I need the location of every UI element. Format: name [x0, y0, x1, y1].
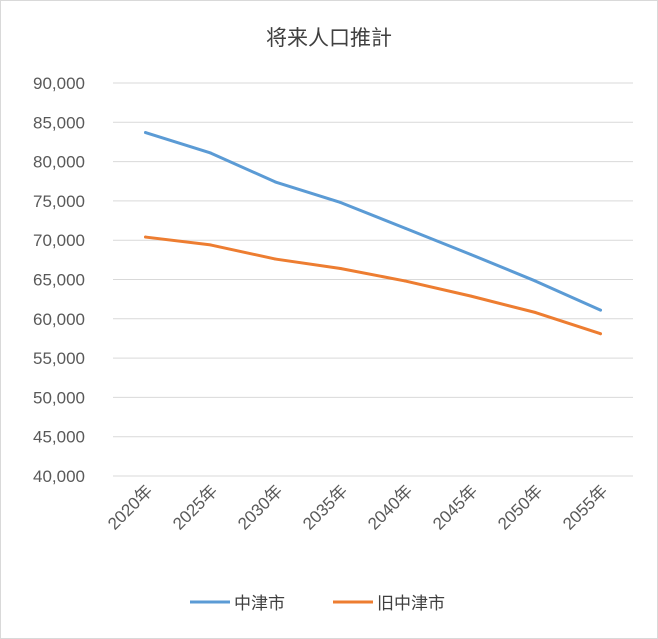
data-point [274, 180, 277, 184]
y-tick-label: 40,000 [33, 467, 85, 486]
data-point [404, 279, 407, 283]
y-axis-ticks: 40,000 45,000 50,000 55,000 60,000 65,000 70,0… [33, 74, 85, 486]
y-tick-label: 70,000 [33, 231, 85, 250]
y-tick-label: 90,000 [33, 74, 85, 93]
data-point [534, 279, 537, 283]
x-tick-label: 2050年 [494, 481, 546, 533]
data-point [209, 151, 212, 155]
data-point [404, 227, 407, 230]
data-point [209, 243, 212, 247]
legend: 中津市 旧中津市 [190, 594, 445, 614]
series-line [144, 235, 602, 336]
y-tick-label: 65,000 [33, 271, 85, 290]
x-tick-label: 2040年 [364, 481, 416, 533]
y-tick-label: 75,000 [33, 192, 85, 211]
data-point [599, 332, 602, 336]
x-tick-label: 2030年 [234, 481, 286, 533]
x-tick-label: 2055年 [559, 481, 611, 533]
chart-title: 将来人口推計 [266, 26, 392, 50]
data-point [274, 257, 277, 261]
legend-label: 旧中津市 [377, 594, 445, 614]
gridlines [113, 82, 633, 438]
data-point [599, 308, 602, 312]
y-tick-label: 50,000 [33, 388, 85, 407]
x-tick-label: 2020年 [104, 481, 156, 533]
data-point [534, 311, 537, 314]
y-tick-label: 45,000 [33, 428, 85, 447]
x-axis-ticks: 2020年 2025年 2030年 2035年 2040年 2045年 2050年 2055年 [104, 481, 611, 533]
y-tick-label: 55,000 [33, 349, 85, 368]
data-point [339, 267, 342, 270]
data-point [469, 252, 472, 256]
y-tick-label: 85,000 [33, 113, 85, 132]
x-tick-label: 2025年 [169, 481, 221, 533]
data-point [144, 235, 147, 239]
series-lines [144, 131, 602, 336]
y-tick-label: 80,000 [33, 153, 85, 172]
data-point [144, 131, 147, 134]
data-point [339, 201, 342, 204]
x-tick-label: 2035年 [299, 481, 351, 533]
series-line [144, 131, 602, 312]
data-point [469, 294, 472, 298]
y-tick-label: 60,000 [33, 310, 85, 329]
x-tick-label: 2045年 [429, 481, 481, 533]
legend-label: 中津市 [234, 594, 285, 614]
